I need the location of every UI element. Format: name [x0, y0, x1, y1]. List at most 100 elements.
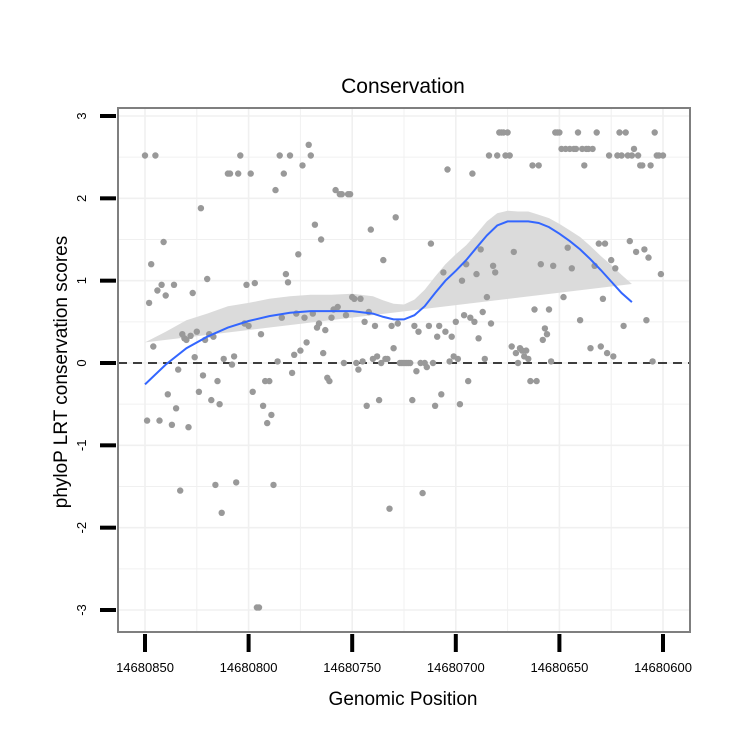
data-point	[280, 170, 287, 177]
data-point	[599, 295, 607, 302]
data-point	[230, 353, 238, 360]
data-point	[355, 366, 362, 373]
data-point	[473, 270, 480, 278]
data-point	[392, 214, 399, 221]
data-point	[601, 240, 609, 247]
y-tick-label: 0	[74, 359, 89, 366]
data-point	[593, 129, 600, 136]
data-point	[288, 369, 296, 377]
scatter-points	[141, 129, 667, 611]
data-point	[541, 325, 549, 332]
data-point	[431, 402, 439, 409]
data-point	[388, 322, 395, 330]
y-axis-label: phyloP LRT conservation scores	[51, 236, 72, 509]
data-point	[270, 481, 277, 489]
data-point	[460, 312, 468, 319]
data-point	[628, 152, 636, 159]
smooth-curve	[144, 220, 633, 386]
data-point	[446, 358, 453, 365]
data-point	[272, 186, 279, 194]
data-point	[533, 377, 540, 385]
x-tick-label: 14680850	[116, 660, 174, 675]
data-point	[608, 256, 615, 264]
data-point	[622, 129, 629, 136]
data-point	[286, 152, 294, 159]
y-tick-label: -3	[74, 604, 89, 616]
y-tick-label: 1	[74, 277, 89, 284]
data-point	[195, 388, 203, 395]
data-point	[162, 292, 169, 299]
x-tick-label: 14680700	[427, 660, 485, 675]
data-point	[150, 343, 157, 350]
data-point	[191, 354, 198, 361]
data-point	[479, 308, 486, 316]
data-point	[506, 152, 513, 159]
data-point	[172, 405, 180, 412]
data-point	[235, 170, 242, 177]
data-point	[456, 401, 464, 408]
data-point	[255, 604, 263, 611]
data-point	[193, 328, 200, 335]
data-point	[634, 152, 642, 159]
data-point	[469, 170, 476, 177]
data-point	[143, 417, 151, 424]
data-point	[363, 402, 370, 409]
data-point	[384, 355, 391, 363]
data-point	[438, 391, 445, 398]
data-point	[641, 246, 648, 253]
data-point	[657, 270, 665, 278]
data-point	[639, 162, 646, 169]
data-point	[322, 326, 329, 334]
confidence-band-area	[145, 210, 632, 343]
chart-title: Conservation	[341, 75, 465, 98]
data-point	[189, 289, 196, 297]
x-axis: 14680850 14680800 14680750 14680700 14680650…	[116, 634, 692, 675]
data-point	[299, 162, 306, 169]
data-point	[197, 205, 205, 212]
data-point	[158, 281, 165, 288]
data-point	[564, 244, 571, 251]
data-point	[328, 314, 335, 321]
data-point	[477, 246, 484, 253]
data-point	[164, 391, 171, 398]
y-tick-label: -2	[74, 522, 89, 534]
smooth-line	[144, 220, 633, 386]
data-point	[373, 353, 381, 360]
data-point	[527, 377, 534, 385]
data-point	[353, 359, 360, 367]
data-point	[423, 363, 430, 371]
data-point	[266, 377, 273, 385]
data-point	[154, 287, 161, 294]
data-point	[245, 322, 252, 330]
data-point	[525, 355, 532, 363]
data-point	[199, 372, 207, 379]
data-point	[295, 251, 302, 258]
data-point	[338, 191, 345, 198]
data-point	[394, 320, 401, 327]
data-point	[301, 314, 308, 321]
x-tick-label: 14680750	[323, 660, 381, 675]
data-point	[645, 254, 652, 261]
data-point	[556, 129, 563, 136]
data-point	[251, 279, 258, 287]
data-point	[454, 355, 462, 363]
confidence-band	[145, 210, 632, 343]
data-point	[170, 281, 178, 288]
data-point	[413, 368, 420, 375]
data-point	[504, 129, 511, 136]
data-point	[315, 320, 323, 327]
data-point	[243, 281, 250, 288]
data-point	[317, 236, 325, 243]
data-point	[212, 481, 219, 489]
x-tick-label: 14680600	[634, 660, 692, 675]
data-point	[550, 262, 557, 269]
data-point	[535, 162, 542, 169]
data-point	[177, 487, 184, 494]
data-point	[597, 343, 604, 350]
data-point	[346, 191, 354, 198]
data-point	[471, 318, 478, 325]
data-point	[539, 336, 546, 344]
data-point	[626, 237, 633, 245]
data-point	[587, 345, 594, 352]
data-point	[226, 170, 234, 177]
